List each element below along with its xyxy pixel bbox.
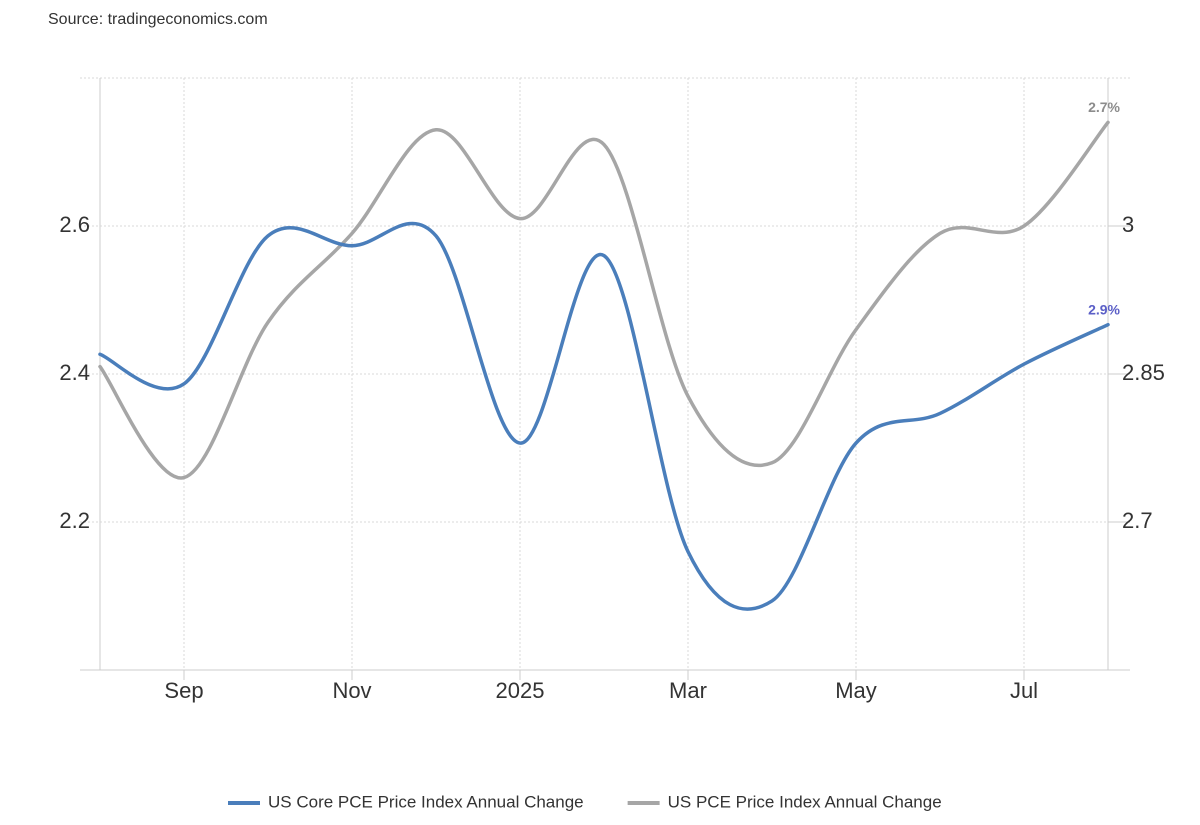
value-label: 2.7%: [1088, 99, 1120, 115]
x-tick-label: May: [835, 678, 877, 703]
y-tick-label: 2.4: [59, 360, 90, 385]
x-tick-label: Nov: [332, 678, 371, 703]
legend-label: US Core PCE Price Index Annual Change: [268, 792, 584, 811]
legend-label: US PCE Price Index Annual Change: [668, 792, 942, 811]
y2-tick-label: 3: [1122, 212, 1134, 237]
y2-tick-label: 2.85: [1122, 360, 1165, 385]
x-tick-label: Mar: [669, 678, 707, 703]
value-label: 2.9%: [1088, 301, 1120, 317]
x-tick-label: 2025: [496, 678, 545, 703]
x-tick-label: Jul: [1010, 678, 1038, 703]
series-line: [98, 221, 1110, 611]
series-line: [98, 120, 1110, 480]
x-tick-label: Sep: [164, 678, 203, 703]
y2-tick-label: 2.7: [1122, 508, 1153, 533]
source: Source: tradingeconomics.com: [48, 11, 268, 28]
y-tick-label: 2.6: [59, 212, 90, 237]
y-tick-label: 2.2: [59, 508, 90, 533]
